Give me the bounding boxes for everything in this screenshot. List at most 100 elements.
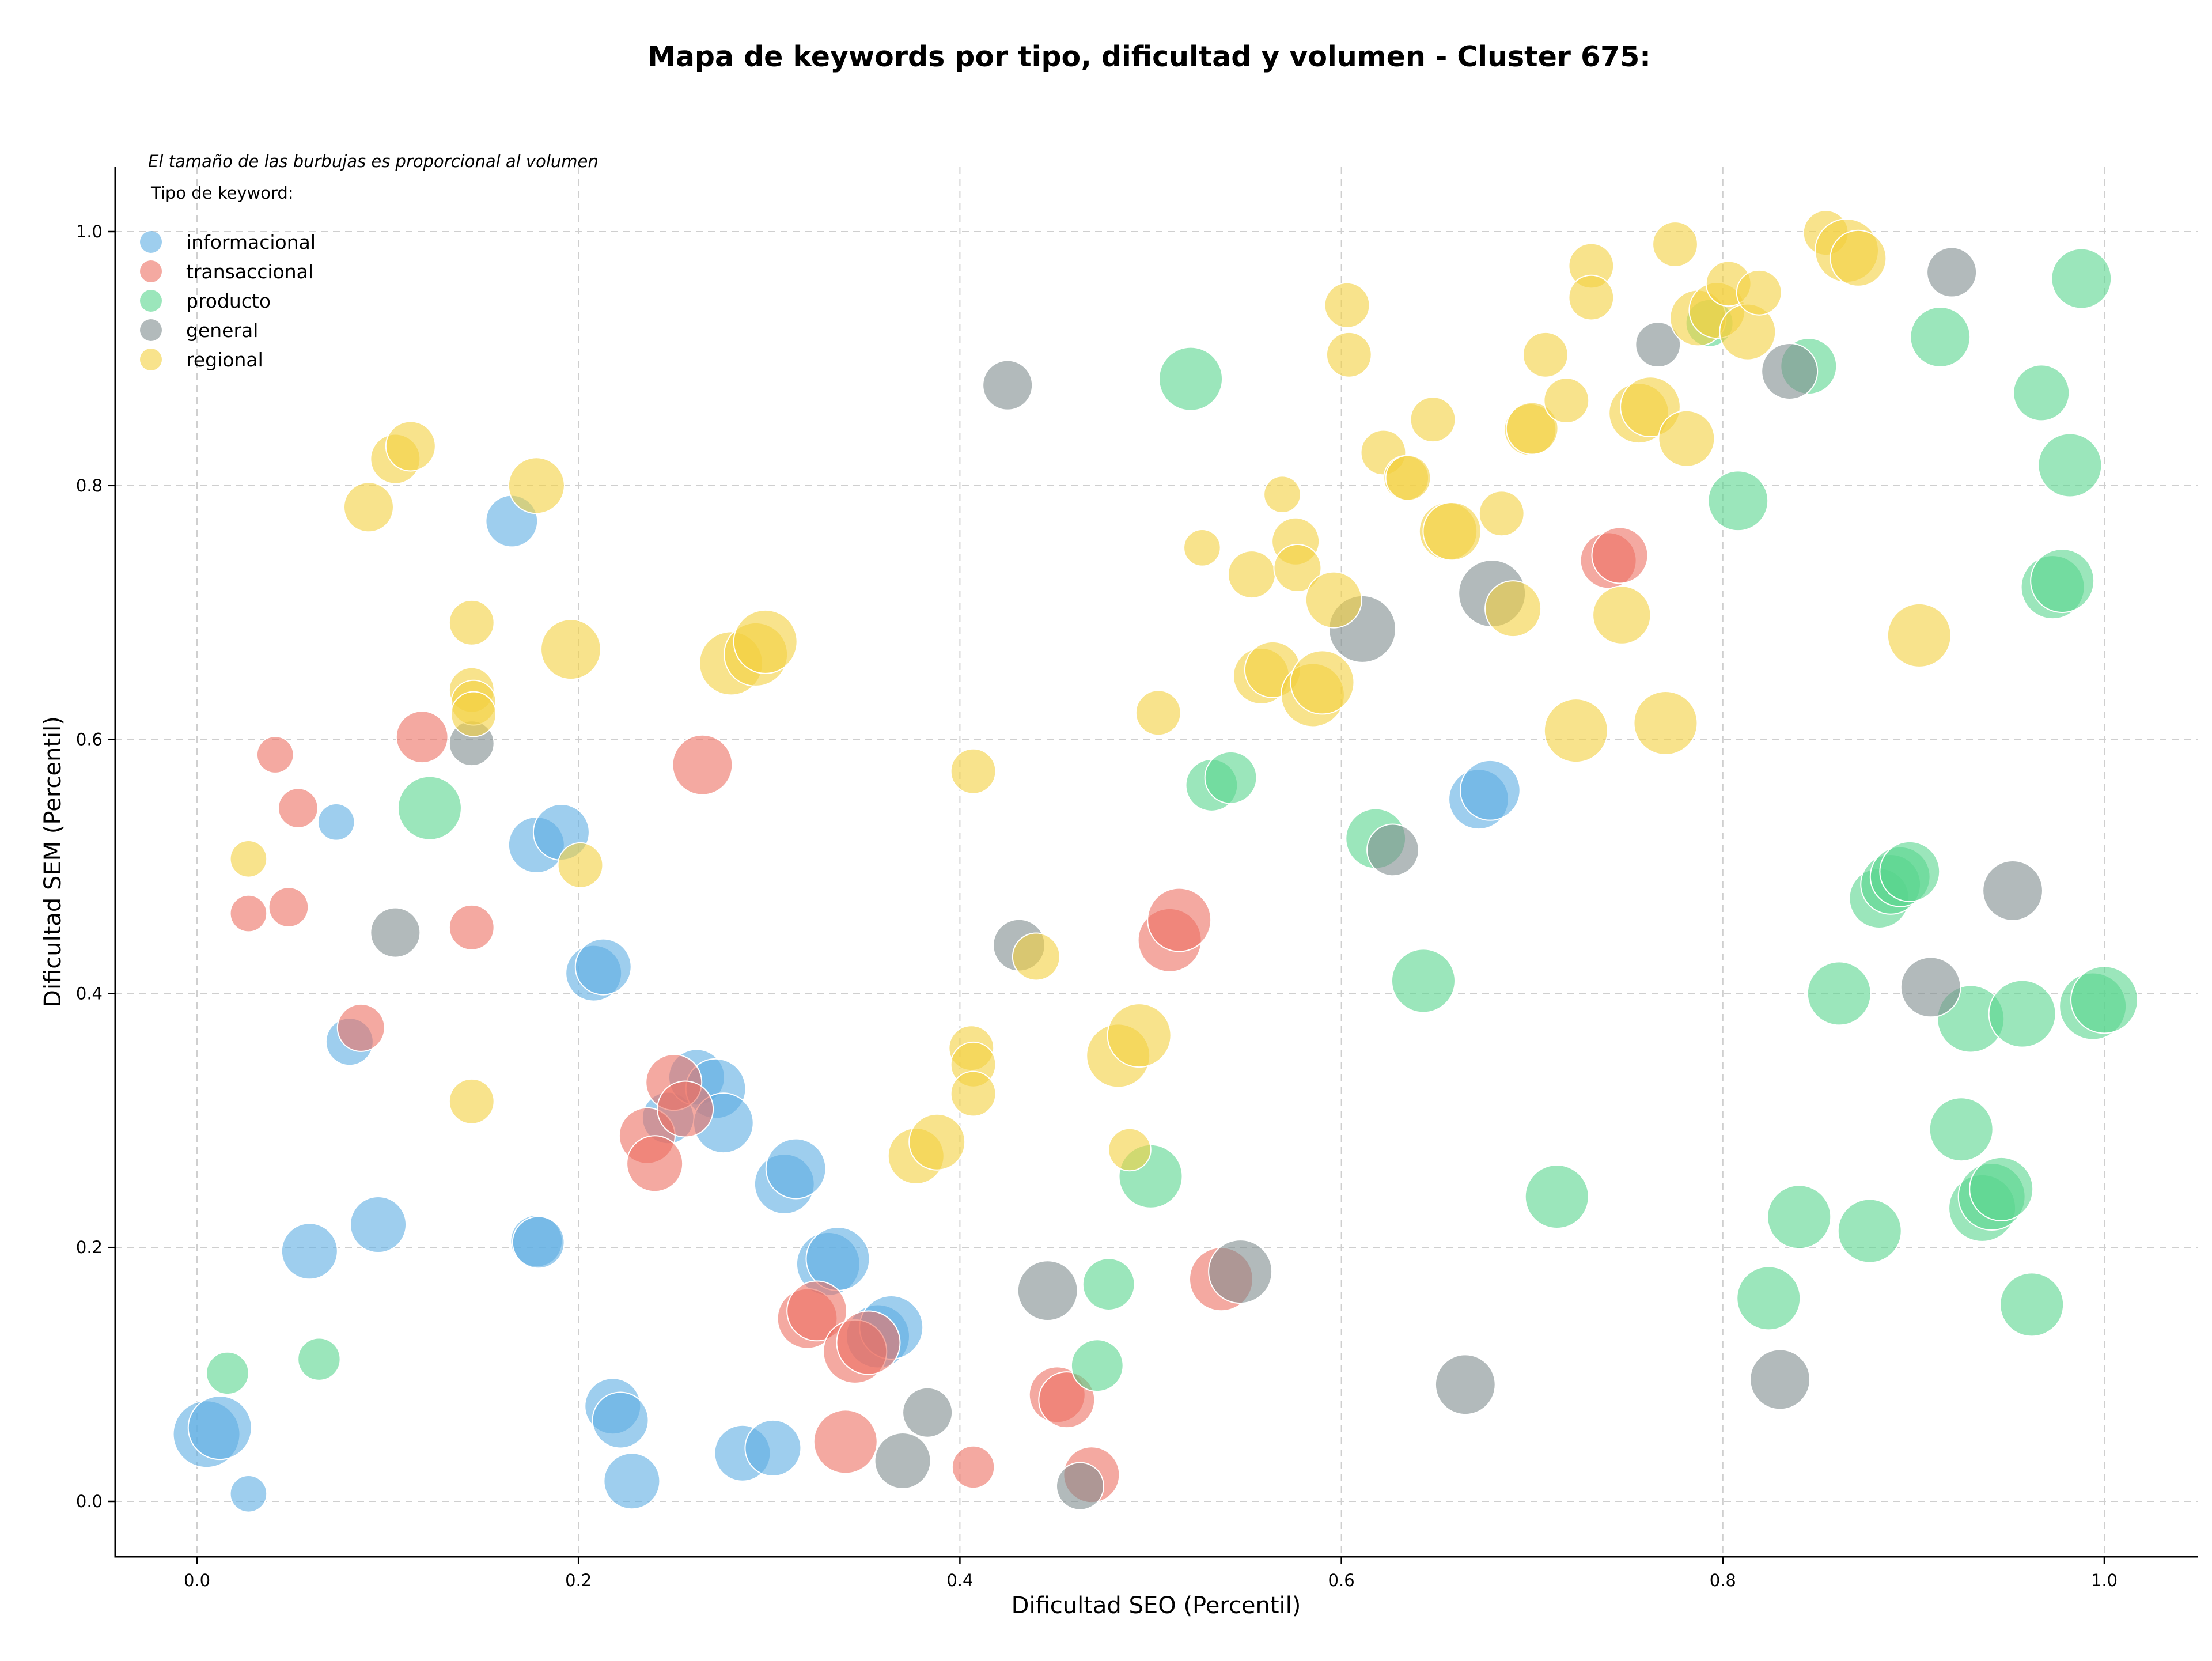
legend-marker-transaccional — [140, 260, 162, 282]
bubble-producto — [1204, 751, 1257, 804]
bubble-informacional — [765, 1138, 827, 1200]
series-producto — [206, 248, 2138, 1395]
bubble-producto — [206, 1351, 249, 1395]
bubble-informacional — [603, 1452, 661, 1510]
bubble-regional — [1135, 690, 1181, 736]
x-tick-label: 0.2 — [565, 1571, 592, 1590]
bubble-regional — [1305, 571, 1362, 629]
bubble-size-note: El tamaño de las burbujas es proporciona… — [148, 152, 599, 171]
bubble-regional — [343, 482, 394, 533]
y-tick-label: 0.8 — [76, 476, 103, 495]
bubble-regional — [1107, 1003, 1172, 1068]
bubble-regional — [1830, 229, 1887, 287]
bubble-general — [1900, 956, 1961, 1018]
bubble-informacional — [317, 803, 355, 841]
bubble-informacional — [281, 1223, 338, 1280]
bubble-producto — [1910, 307, 1971, 368]
bubble-informacional — [574, 938, 632, 996]
bubble-producto — [397, 775, 462, 841]
legend: informacional transaccional producto genera… — [140, 231, 316, 371]
bubble-producto — [1158, 346, 1224, 411]
bubble-informacional — [512, 1216, 565, 1269]
bubble-transaccional — [1147, 887, 1212, 952]
bubble-regional — [1227, 550, 1276, 599]
bubble-informacional — [744, 1419, 802, 1477]
y-tick-label: 1.0 — [76, 222, 103, 241]
y-axis-ticks: 0.0 0.2 0.4 0.6 0.8 1.0 — [76, 222, 115, 1511]
bubble-regional — [1592, 585, 1652, 645]
series-transaccional — [229, 527, 1649, 1504]
x-tick-label: 1.0 — [2091, 1571, 2118, 1590]
bubble-regional — [1522, 331, 1569, 378]
bubble-regional — [733, 609, 798, 674]
bubble-general — [874, 1432, 931, 1489]
x-tick-label: 0.6 — [1328, 1571, 1355, 1590]
legend-marker-informacional — [140, 231, 162, 253]
bubble-producto — [1070, 1339, 1124, 1393]
bubble-regional — [448, 599, 495, 646]
bubble-general — [1366, 823, 1419, 877]
bubble-regional — [1263, 475, 1301, 514]
bubble-producto — [2051, 248, 2112, 309]
y-tick-label: 0.2 — [76, 1238, 103, 1257]
bubble-general — [1055, 1462, 1104, 1511]
bubble-producto — [1969, 1156, 2034, 1221]
bubble-regional — [1324, 282, 1370, 328]
bubble-producto — [1988, 979, 2056, 1048]
bubble-producto — [1999, 1272, 2065, 1337]
legend-title: Tipo de keyword: — [150, 183, 294, 203]
bubble-transaccional — [395, 710, 449, 764]
bubble-regional — [385, 421, 436, 472]
bubble-producto — [2030, 548, 2095, 614]
bubble-regional — [1543, 698, 1608, 763]
bubble-producto — [1806, 961, 1872, 1026]
bubble-transaccional — [256, 736, 294, 774]
bubble-transaccional — [626, 1135, 684, 1193]
bubble-regional — [1736, 269, 1782, 316]
bubble-regional — [1652, 221, 1698, 267]
x-tick-label: 0.0 — [184, 1571, 210, 1590]
bubble-regional — [1633, 690, 1698, 755]
chart-title: Mapa de keywords por tipo, dificultad y … — [647, 40, 1651, 73]
bubble-regional — [1543, 377, 1590, 424]
legend-marker-general — [140, 319, 162, 341]
bubble-producto — [1082, 1258, 1135, 1311]
bubble-transaccional — [268, 887, 309, 928]
bubble-informacional — [1459, 759, 1521, 821]
bubble-regional — [1183, 528, 1221, 567]
bubble-producto — [2037, 433, 2103, 498]
legend-marker-producto — [140, 290, 162, 312]
legend-marker-regional — [140, 349, 162, 370]
bubble-regional — [950, 748, 997, 794]
bubble-transaccional — [1591, 527, 1649, 584]
y-axis-label: Dificultad SEM (Percentil) — [40, 716, 66, 1008]
bubble-layer — [172, 210, 2138, 1513]
bubble-general — [1434, 1354, 1496, 1416]
series-regional — [229, 210, 1952, 1185]
bubble-regional — [448, 1078, 495, 1125]
bubble-producto — [1879, 841, 1941, 902]
bubble-transaccional — [229, 894, 268, 933]
bubble-regional — [1568, 274, 1615, 321]
bubble-general — [902, 1387, 953, 1438]
bubble-general — [1017, 1260, 1078, 1322]
bubble-general — [1749, 1349, 1811, 1410]
bubble-transaccional — [278, 788, 319, 828]
bubble-general — [1982, 860, 2043, 921]
bubble-producto — [2013, 364, 2070, 422]
bubble-producto — [1929, 1097, 1994, 1162]
bubble-regional — [1325, 331, 1372, 378]
x-axis-ticks: 0.0 0.2 0.4 0.6 0.8 1.0 — [184, 1557, 2118, 1590]
x-tick-label: 0.8 — [1710, 1571, 1736, 1590]
bubble-transaccional — [786, 1280, 847, 1342]
bubble-transaccional — [448, 904, 495, 951]
bubble-informacional — [592, 1391, 649, 1449]
bubble-regional — [1484, 580, 1542, 638]
bubble-regional — [1290, 650, 1355, 715]
bubble-regional — [540, 619, 601, 680]
bubble-informacional — [229, 1474, 268, 1513]
bubble-general — [1926, 247, 1978, 298]
bubble-regional — [1108, 1127, 1152, 1172]
bubble-general — [1761, 342, 1819, 400]
